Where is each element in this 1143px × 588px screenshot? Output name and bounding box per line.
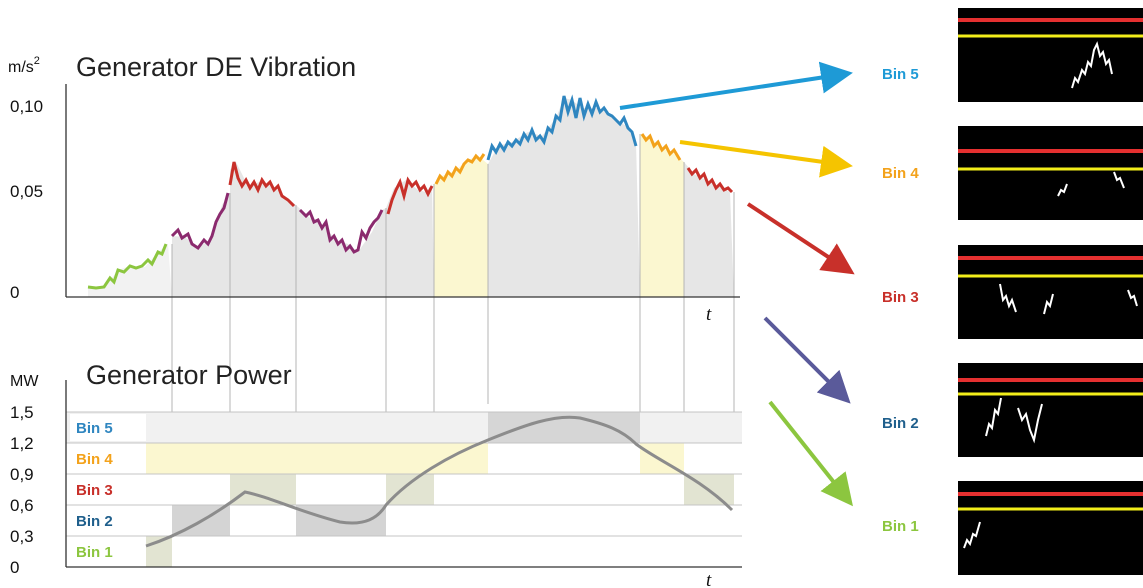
- power-ytick-15: 1,5: [10, 403, 34, 422]
- bin-label-box-5: [70, 414, 146, 441]
- arrow-bin5: [619, 61, 853, 110]
- power-band-bin5-bg: [66, 412, 742, 443]
- power-bin-label-3: Bin 3: [76, 482, 113, 499]
- vibration-trace-bin2b: [298, 208, 384, 254]
- bin-arrows: [619, 61, 855, 507]
- power-ytick-06: 0,6: [10, 496, 34, 515]
- power-ytick-09: 0,9: [10, 465, 34, 484]
- right-label-bin3: Bin 3: [882, 289, 919, 306]
- arrow-bin4: [679, 140, 853, 178]
- power-curve: [145, 415, 734, 548]
- bin-label-box-2: [70, 507, 146, 534]
- bin-label-box-1: [70, 538, 146, 565]
- vibration-x-label: t: [706, 304, 712, 325]
- arrow-bin2: [763, 316, 851, 404]
- right-label-bin2: Bin 2: [882, 415, 919, 432]
- power-ytick-03: 0,3: [10, 527, 34, 546]
- vibration-ytick-0: 0: [10, 283, 19, 302]
- power-x-label: t: [706, 570, 712, 588]
- vibration-trace-bin5: [486, 94, 638, 161]
- power-chart: Bin 5 Bin 4 Bin 3 Bin 2 Bin 1 MW Generat…: [10, 360, 742, 588]
- vibration-band-bin5: [488, 98, 640, 297]
- power-occupancy-bin3a: [230, 474, 296, 505]
- vibration-trace-bin4a: [434, 153, 486, 185]
- vibration-unit: m/s2: [8, 55, 40, 76]
- power-band-bin2-bg: [66, 505, 742, 536]
- vibration-band-bin3b: [386, 180, 434, 297]
- bin-label-box-3: [70, 476, 146, 503]
- vibration-title: Generator DE Vibration: [76, 52, 356, 82]
- bin-label-box-4: [70, 445, 146, 472]
- right-label-bin1: Bin 1: [882, 518, 919, 535]
- right-label-bin4: Bin 4: [882, 165, 919, 182]
- vibration-trace-bin1: [87, 243, 168, 290]
- arrow-bin3: [746, 202, 855, 275]
- thumbnail-bin2: [958, 363, 1143, 457]
- power-bin-label-4: Bin 4: [76, 451, 113, 468]
- vibration-band-bin3c: [684, 162, 734, 297]
- vibration-trace-bin3a: [228, 161, 296, 208]
- vibration-band-bin1: [88, 244, 172, 297]
- vibration-chart: m/s2 Generator DE Vibration 0,10 0,05 0 …: [8, 52, 740, 494]
- vibration-band-bin3a: [230, 162, 296, 297]
- vibration-band-bin4b: [640, 134, 684, 297]
- vibration-trace-bin4b: [640, 133, 682, 161]
- power-bin-label-2: Bin 2: [76, 513, 113, 530]
- vibration-trace-bin2a: [170, 192, 230, 251]
- power-band-bin1-bg: [66, 536, 742, 567]
- thumbnail-bin1: [958, 481, 1143, 575]
- thumbnail-bin4: [958, 126, 1143, 220]
- power-occupancy-bin2b: [296, 505, 386, 536]
- power-ytick-0: 0: [10, 558, 19, 577]
- thumbnail-bin3: [958, 245, 1143, 339]
- vibration-ytick-005: 0,05: [10, 182, 43, 201]
- arrow-bin1: [768, 400, 853, 507]
- vibration-ytick-010: 0,10: [10, 97, 43, 116]
- vibration-trace-bin3b: [386, 176, 434, 215]
- power-unit: MW: [10, 373, 39, 390]
- vibration-band-bin2a: [172, 193, 230, 297]
- power-grid: [66, 411, 742, 537]
- right-label-bin5: Bin 5: [882, 66, 919, 83]
- power-title: Generator Power: [86, 360, 292, 390]
- power-bin-label-5: Bin 5: [76, 420, 113, 437]
- power-bin-label-1: Bin 1: [76, 544, 113, 561]
- power-ytick-12: 1,2: [10, 434, 34, 453]
- vibration-trace-bin3c: [686, 167, 734, 194]
- power-occupancy-bin4a: [146, 443, 488, 474]
- vibration-band-bin4a: [434, 156, 488, 297]
- vibration-band-bin2b: [296, 205, 386, 297]
- power-occupancy-bin3b: [386, 474, 434, 505]
- thumbnail-bin5: [958, 8, 1143, 102]
